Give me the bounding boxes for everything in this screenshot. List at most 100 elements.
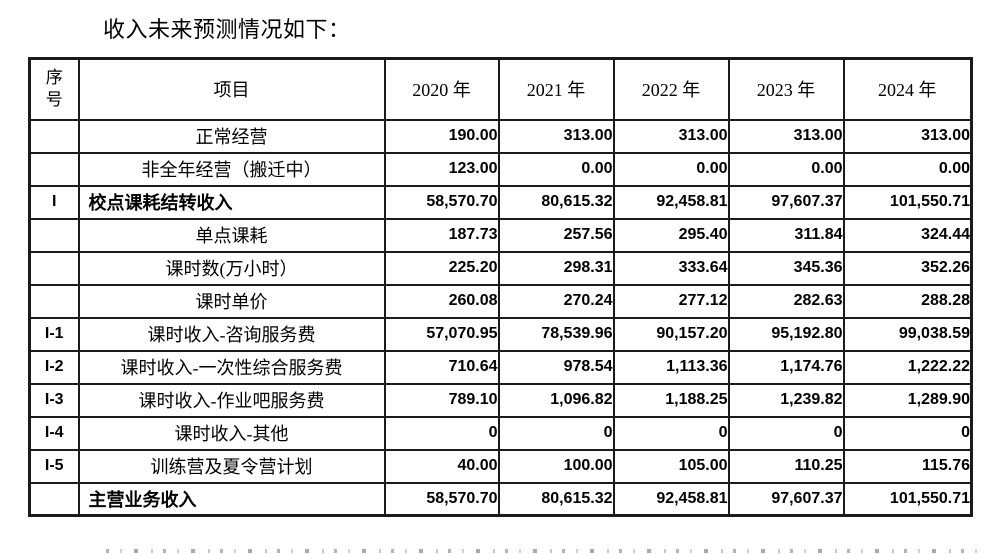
row-value-cell: 40.00 [383,448,500,484]
column-header-item: 项目 [77,57,386,121]
row-item-label: 正常经营 [77,118,386,154]
row-value-cell: 101,550.71 [842,481,973,517]
row-seq-label [28,481,80,517]
row-item-label: 课时收入-一次性综合服务费 [77,349,386,385]
table-row: I-5 训练营及夏令营计划 40.00 100.00 105.00 110.25 115.7… [28,448,973,484]
row-value-cell: 58,570.70 [383,481,500,517]
row-value-cell: 288.28 [842,283,973,319]
row-value-cell: 80,615.32 [497,184,615,220]
table-header: 序 号 项目 2020 年 2021 年 2022 年 2023 年 2024 … [28,57,973,121]
row-value-cell: 225.20 [383,250,500,286]
row-value-cell: 1,096.82 [497,382,615,418]
header-row: 序 号 项目 2020 年 2021 年 2022 年 2023 年 2024 … [28,57,973,121]
row-value-cell: 0 [497,415,615,451]
row-value-cell: 0.00 [612,151,730,187]
row-value-cell: 78,539.96 [497,316,615,352]
table-row: 正常经营 190.00 313.00 313.00 313.00 313.00 [28,118,973,154]
row-value-cell: 190.00 [383,118,500,154]
row-value-cell: 95,192.80 [727,316,845,352]
row-seq-label [28,217,80,253]
row-item-label: 课时收入-作业吧服务费 [77,382,386,418]
row-value-cell: 313.00 [497,118,615,154]
row-value-cell: 0 [612,415,730,451]
row-value-cell: 99,038.59 [842,316,973,352]
row-value-cell: 97,607.37 [727,184,845,220]
row-value-cell: 978.54 [497,349,615,385]
row-seq-label [28,283,80,319]
table-row: I-4 课时收入-其他 0 0 0 0 0 [28,415,973,451]
row-value-cell: 313.00 [612,118,730,154]
row-value-cell: 270.24 [497,283,615,319]
column-header-2021: 2021 年 [497,57,615,121]
row-value-cell: 90,157.20 [612,316,730,352]
row-value-cell: 1,188.25 [612,382,730,418]
row-value-cell: 277.12 [612,283,730,319]
table-body: 正常经营 190.00 313.00 313.00 313.00 313.00 非全年经营（… [28,118,973,517]
row-value-cell: 1,174.76 [727,349,845,385]
row-value-cell: 0 [842,415,973,451]
column-header-2023: 2023 年 [727,57,845,121]
table-row: 课时单价 260.08 270.24 277.12 282.63 288.28 [28,283,973,319]
table-row: I-3 课时收入-作业吧服务费 789.10 1,096.82 1,188.25 1,23… [28,382,973,418]
revenue-forecast-table: 序 号 项目 2020 年 2021 年 2022 年 2023 年 2024 … [28,57,973,517]
row-value-cell: 187.73 [383,217,500,253]
row-value-cell: 1,113.36 [612,349,730,385]
column-header-2022: 2022 年 [612,57,730,121]
row-item-label: 训练营及夏令营计划 [77,448,386,484]
row-value-cell: 311.84 [727,217,845,253]
clipped-next-line-remnant [96,549,980,553]
column-header-2020: 2020 年 [383,57,500,121]
table-row: 非全年经营（搬迁中） 123.00 0.00 0.00 0.00 0.00 [28,151,973,187]
row-value-cell: 710.64 [383,349,500,385]
row-value-cell: 115.76 [842,448,973,484]
row-value-cell: 313.00 [842,118,973,154]
row-value-cell: 80,615.32 [497,481,615,517]
table-row: 单点课耗 187.73 257.56 295.40 311.84 324.44 [28,217,973,253]
column-header-2024: 2024 年 [842,57,973,121]
row-value-cell: 0 [727,415,845,451]
row-value-cell: 260.08 [383,283,500,319]
row-value-cell: 58,570.70 [383,184,500,220]
row-item-label: 校点课耗结转收入 [77,184,386,220]
row-value-cell: 1,222.22 [842,349,973,385]
row-value-cell: 57,070.95 [383,316,500,352]
row-seq-label [28,250,80,286]
row-value-cell: 92,458.81 [612,184,730,220]
row-seq-label: I-5 [28,448,80,484]
row-value-cell: 101,550.71 [842,184,973,220]
page-title: 收入未来预测情况如下： [103,17,351,42]
row-item-label: 课时收入-咨询服务费 [77,316,386,352]
row-value-cell: 324.44 [842,217,973,253]
row-value-cell: 282.63 [727,283,845,319]
row-value-cell: 298.31 [497,250,615,286]
row-item-label: 非全年经营（搬迁中） [77,151,386,187]
row-value-cell: 0.00 [497,151,615,187]
table-row: I-1 课时收入-咨询服务费 57,070.95 78,539.96 90,157.20… [28,316,973,352]
row-seq-label: I-3 [28,382,80,418]
row-value-cell: 333.64 [612,250,730,286]
row-seq-label: I-4 [28,415,80,451]
row-seq-label: I-2 [28,349,80,385]
row-item-label: 主营业务收入 [77,481,386,517]
row-item-label: 单点课耗 [77,217,386,253]
row-seq-label [28,151,80,187]
table-row: 主营业务收入 58,570.70 80,615.32 92,458.81 97,607.… [28,481,973,517]
row-seq-label: I-1 [28,316,80,352]
column-header-seq: 序 号 [28,57,80,121]
row-value-cell: 313.00 [727,118,845,154]
row-value-cell: 123.00 [383,151,500,187]
row-item-label: 课时数(万小时） [77,250,386,286]
row-value-cell: 0.00 [727,151,845,187]
row-value-cell: 97,607.37 [727,481,845,517]
row-value-cell: 1,239.82 [727,382,845,418]
row-value-cell: 1,289.90 [842,382,973,418]
row-seq-label [28,118,80,154]
row-value-cell: 105.00 [612,448,730,484]
row-value-cell: 0 [383,415,500,451]
row-value-cell: 100.00 [497,448,615,484]
row-value-cell: 789.10 [383,382,500,418]
table-row: I-2 课时收入-一次性综合服务费 710.64 978.54 1,113.36 1,17… [28,349,973,385]
row-value-cell: 257.56 [497,217,615,253]
row-value-cell: 345.36 [727,250,845,286]
